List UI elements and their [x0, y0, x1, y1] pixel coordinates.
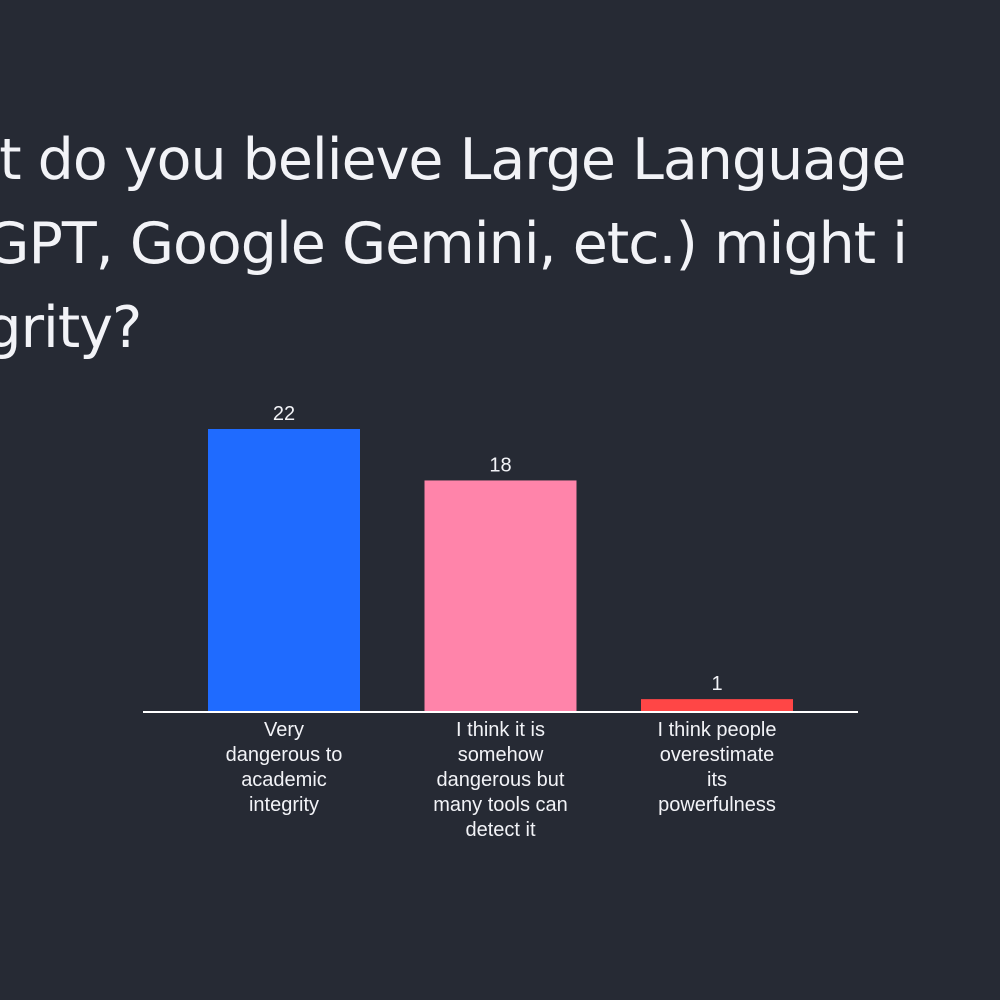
title-line-3: tegrity?	[0, 295, 142, 361]
category-label-line: integrity	[249, 794, 319, 816]
category-label-line: dangerous but	[437, 769, 565, 791]
category-label-line: Very	[264, 719, 304, 741]
category-label-1: Very dangerous to academic integrity	[226, 719, 343, 816]
bar-value-label-1: 22	[273, 403, 295, 425]
category-label-2: I think it is somehow dangerous but many to…	[433, 719, 568, 841]
title-line-1: ent do you believe Large Language	[0, 127, 906, 193]
category-label-line: its	[707, 769, 727, 791]
category-label-3: I think people overestimate its powerfulnes…	[658, 719, 777, 816]
bar-value-label-2: 18	[489, 454, 511, 476]
slide-title: ent do you believe Large Language atGPT,…	[0, 118, 1000, 370]
bar-3	[641, 699, 793, 712]
title-line-2: atGPT, Google Gemini, etc.) might i	[0, 211, 908, 277]
category-label-line: I think people	[658, 719, 777, 741]
category-label-line: dangerous to	[226, 744, 343, 766]
bar-value-label-3: 1	[711, 673, 722, 695]
bar-1	[208, 429, 360, 712]
category-label-line: powerfulness	[658, 794, 776, 816]
category-label-line: somehow	[458, 744, 544, 766]
category-label-line: I think it is	[456, 719, 545, 741]
category-label-line: many tools can	[433, 794, 568, 816]
category-label-line: academic	[241, 769, 327, 791]
category-label-line: detect it	[465, 819, 535, 841]
bar-2	[424, 480, 577, 712]
category-label-line: overestimate	[660, 744, 775, 766]
